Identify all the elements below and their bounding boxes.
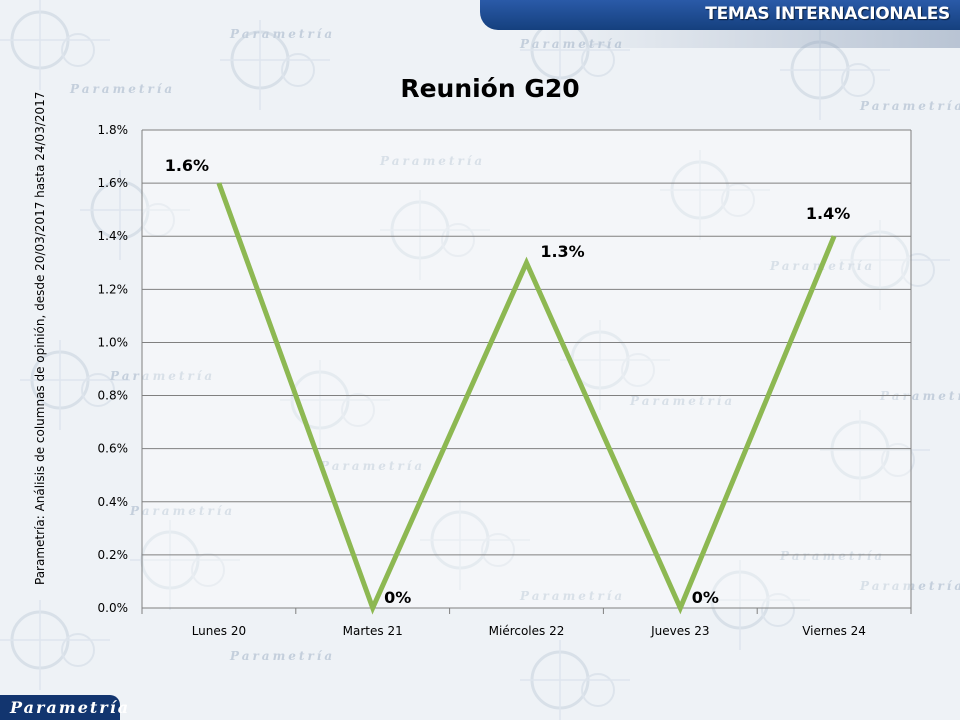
watermark-text: Parametría — [229, 649, 335, 663]
watermark-text: Parametría — [229, 27, 335, 41]
axes: 0.0% 0.2% 0.4% 0.6% 0.8% 1.0% 1.2% 1.4% 1.6% 1.8%… — [98, 123, 912, 638]
header-shadow — [540, 30, 960, 48]
data-label: 1.4% — [806, 204, 850, 223]
watermark-text: Parametría — [69, 82, 175, 96]
watermark-text: Parametría — [779, 549, 885, 563]
section-title: TEMAS INTERNACIONALES — [705, 4, 950, 24]
watermark-motif — [780, 30, 890, 120]
data-labels: 1.6% 0% 1.3% 0% 1.4% — [165, 156, 851, 607]
y-tick-label: 1.4% — [98, 229, 129, 243]
footer-logo-bar: Parametría — [0, 695, 128, 720]
watermark-text: Parametría — [519, 589, 625, 603]
y-tick-label: 0.2% — [98, 548, 129, 562]
y-tick-label: 0.0% — [98, 601, 129, 615]
x-tick-label: Miércoles 22 — [489, 624, 565, 638]
watermark-text: Parametría — [859, 99, 960, 113]
parametria-logo: Parametría — [10, 698, 131, 717]
series-line — [216, 182, 837, 615]
watermark-motif — [520, 640, 630, 720]
watermark-motif — [420, 500, 530, 590]
watermark-motif — [840, 220, 950, 310]
watermark-text: Parametría — [879, 389, 960, 403]
watermark-motif — [0, 0, 110, 90]
watermark-text: Parametría — [379, 154, 485, 168]
watermark-text: Parametría — [109, 369, 215, 383]
chart-title: Reunión G20 — [400, 74, 580, 103]
y-tick-label: 1.2% — [98, 282, 129, 296]
x-tick-label: Viernes 24 — [802, 624, 866, 638]
watermark-text: Parametría — [319, 459, 425, 473]
watermark-text: Parametría — [519, 37, 625, 51]
x-tick-label: Martes 21 — [343, 624, 403, 638]
data-label: 1.6% — [165, 156, 209, 175]
y-tick-label: 1.8% — [98, 123, 129, 137]
x-tick-label: Lunes 20 — [192, 624, 246, 638]
y-tick-label: 0.4% — [98, 495, 129, 509]
section-header-bar: TEMAS INTERNACIONALES — [480, 0, 960, 30]
data-label: 0% — [692, 588, 719, 607]
watermark-text: Parametría — [859, 579, 960, 593]
watermark-motif — [380, 190, 490, 280]
watermark-motif — [660, 150, 770, 240]
watermark-motif — [0, 600, 110, 690]
watermark-motif — [20, 340, 130, 430]
y-tick-label: 1.6% — [98, 176, 129, 190]
gridlines — [142, 129, 911, 609]
watermark-motif — [700, 560, 810, 650]
watermark-motif — [220, 20, 330, 110]
y-tick-label: 0.8% — [98, 389, 129, 403]
watermark-text: Parametría — [629, 394, 735, 408]
x-tick-label: Jueves 23 — [650, 624, 709, 638]
data-label: 1.3% — [540, 242, 584, 261]
y-tick-label: 0.6% — [98, 442, 129, 456]
watermark-text: Parametría — [129, 504, 235, 518]
data-label: 0% — [384, 588, 411, 607]
plot-area — [142, 130, 911, 608]
watermark-motif — [820, 410, 930, 500]
y-tick-label: 1.0% — [98, 335, 129, 349]
